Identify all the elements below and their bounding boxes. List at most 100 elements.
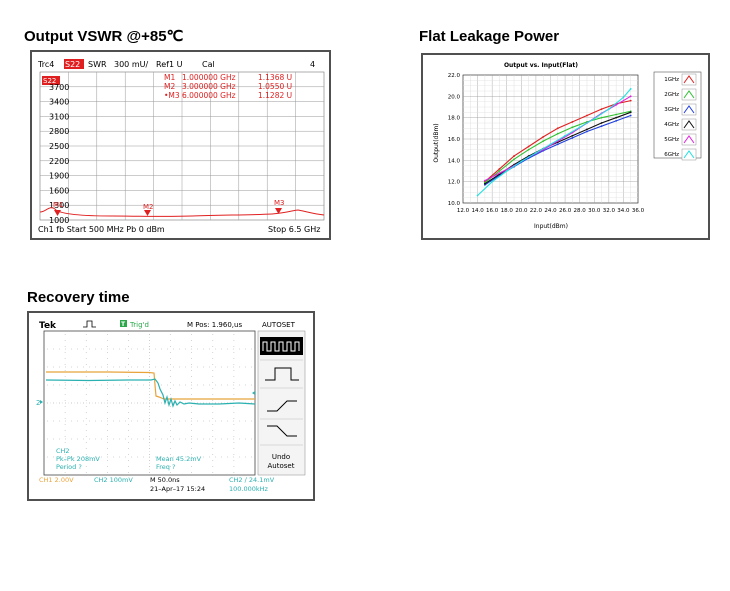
- series-point-2GHz: [615, 113, 618, 116]
- vswr-y-tick: 3400: [49, 98, 69, 107]
- series-point-5GHz: [498, 172, 501, 175]
- meas-period: Period ?: [56, 463, 82, 471]
- vswr-y-tick: 1600: [49, 186, 69, 195]
- falling-edge-icon[interactable]: [267, 425, 297, 437]
- chart-series: [476, 87, 632, 197]
- vswr-y-tick: 2800: [49, 127, 69, 136]
- series-point-6GHz: [505, 170, 508, 172]
- series-point-4GHz: [586, 128, 588, 131]
- legend-label: 5GHz: [664, 137, 679, 143]
- legend-label: 2GHz: [664, 92, 679, 98]
- legend-label: 3GHz: [664, 107, 679, 113]
- series-point-1GHz: [498, 167, 501, 170]
- vswr-scale-label: 300 mU/: [114, 60, 148, 69]
- x-tick-label: 22.0: [530, 208, 543, 214]
- autoset-title: AUTOSET: [262, 321, 296, 329]
- m2-tag: M2: [143, 203, 154, 211]
- series-point-2GHz: [556, 132, 559, 135]
- chart-x-label: Input(dBm): [534, 223, 568, 230]
- svg-text:T: T: [121, 321, 126, 328]
- legend-label: 1GHz: [664, 77, 679, 83]
- vswr-plot: Trc4 S22 SWR 300 mU/ Ref1 U Cal 4 S22 M1…: [32, 52, 329, 238]
- single-cycle-icon[interactable]: [265, 367, 299, 381]
- x-tick-label: 34.0: [617, 208, 630, 214]
- ch2-ground-marker: 2: [36, 399, 40, 407]
- legend-swatch: [683, 75, 695, 84]
- ch1-waveform: [46, 371, 255, 400]
- vswr-y-tick: 2200: [49, 157, 69, 166]
- x-tick-label: 20.0: [515, 208, 528, 214]
- m1-tag: M1: [53, 201, 64, 209]
- meas-mean: Mean 45.2mV: [156, 455, 202, 463]
- series-point-6GHz: [593, 117, 596, 120]
- multi-cycle-icon: [262, 341, 300, 352]
- series-point-6GHz: [535, 151, 537, 154]
- vswr-y-tick: 2500: [49, 142, 69, 151]
- x-tick-label: 14.0: [471, 208, 484, 214]
- chart-x-ticks: 12.0 14.0 16.0 18.0 20.0 22.0 24.0 26.0 28.0 30.0…: [457, 208, 645, 214]
- x-tick-label: 18.0: [501, 208, 514, 214]
- vswr-trace-label: Trc4: [37, 60, 54, 69]
- legend-label: 4GHz: [664, 122, 679, 128]
- y-tick-label: 14.0: [448, 158, 461, 164]
- trigger-icon: [120, 320, 127, 327]
- vswr-y-tick: 3700: [49, 83, 69, 92]
- scope-brand: Tek: [39, 321, 57, 331]
- y-tick-label: 10.0: [448, 201, 461, 207]
- series-point-2GHz: [571, 126, 574, 129]
- vswr-footer-right: Stop 6.5 GHz: [268, 225, 320, 234]
- vswr-y-tick: 1900: [49, 172, 69, 181]
- x-tick-label: 24.0: [544, 208, 557, 214]
- leakage-chart: Output vs. Input(Flat) 12.0 14.0 16.0 18.0 2…: [423, 55, 708, 238]
- series-point-6GHz: [564, 134, 566, 137]
- series-point-3GHz: [629, 114, 632, 117]
- series-point-6GHz: [491, 180, 494, 183]
- series-point-1GHz: [527, 145, 530, 148]
- rising-edge-icon[interactable]: [267, 400, 297, 412]
- series-point-5GHz: [615, 103, 618, 106]
- series-point-1GHz: [542, 135, 545, 138]
- leakage-chart-panel: Output vs. Input(Flat) 12.0 14.0 16.0 18.0 2…: [421, 53, 710, 240]
- y-tick-label: 18.0: [448, 116, 461, 122]
- series-line-6GHz: [477, 88, 632, 196]
- legend-swatch: [683, 90, 695, 99]
- x-tick-label: 12.0: [457, 208, 470, 214]
- legend-swatch-frame: [681, 73, 697, 86]
- autoset-option-multi-cycle[interactable]: [260, 337, 303, 355]
- ch1-scale: CH1 2.00V: [39, 476, 74, 484]
- series-point-6GHz: [622, 96, 625, 99]
- series-point-4GHz: [600, 122, 603, 124]
- meas-ch2-label: CH2: [56, 447, 70, 455]
- vswr-y-tick: 3100: [49, 112, 69, 121]
- legend-swatch: [683, 150, 695, 159]
- undo-autoset-button[interactable]: Undo Autoset: [268, 453, 295, 470]
- legend-swatch-frame: [681, 148, 697, 161]
- series-point-2GHz: [527, 148, 530, 151]
- m3-tag: M3: [274, 199, 285, 207]
- legend-swatch: [683, 120, 695, 129]
- m3-marker: [275, 208, 282, 214]
- m1-marker: [54, 210, 61, 216]
- series-point-2GHz: [498, 170, 501, 172]
- m-pos: M Pos: 1.960,us: [187, 321, 242, 329]
- legend-swatch-frame: [681, 118, 697, 131]
- series-point-2GHz: [542, 140, 545, 143]
- marker-value: 1.0550 U: [258, 82, 292, 91]
- undo-label: Undo: [272, 453, 290, 461]
- series-point-1GHz: [629, 99, 632, 102]
- scope-display: Tek T Trig'd M Pos: 1.960,us AUTOSET 2 C…: [29, 313, 313, 499]
- series-point-4GHz: [571, 134, 574, 137]
- series-point-2GHz: [513, 158, 515, 161]
- legend-swatch: [683, 105, 695, 114]
- m2-marker: [144, 210, 151, 216]
- marker-freq: 3.000000 GHz: [182, 82, 236, 91]
- autoset-label: Autoset: [268, 462, 295, 470]
- y-tick-label: 12.0: [448, 180, 461, 186]
- series-point-3GHz: [586, 130, 588, 133]
- vswr-y-tick: 1000: [49, 216, 69, 225]
- series-point-1GHz: [586, 114, 588, 117]
- marker-label: M2: [164, 82, 175, 91]
- series-point-3GHz: [600, 125, 603, 128]
- ch2-waveform: [45, 378, 256, 408]
- series-point-3GHz: [556, 143, 559, 146]
